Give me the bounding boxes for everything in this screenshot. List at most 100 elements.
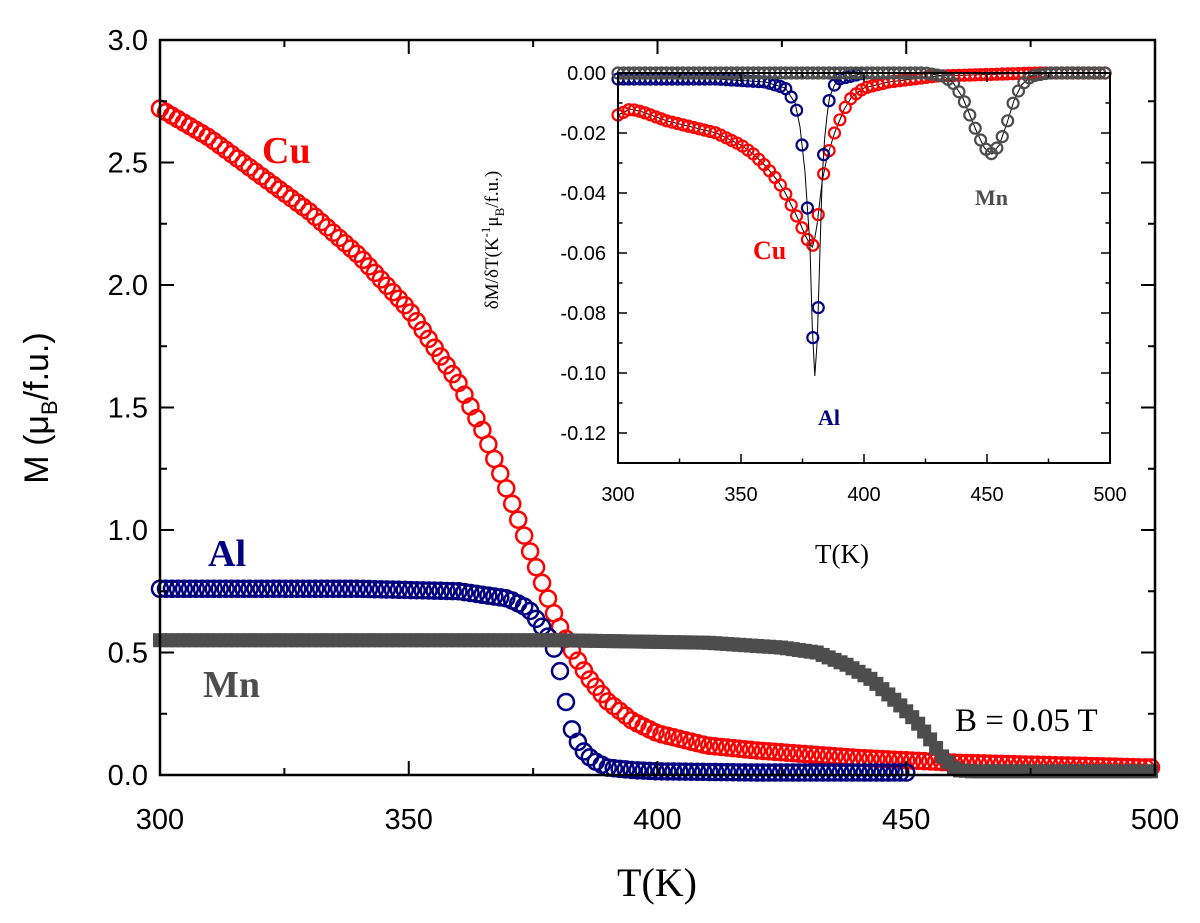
main-data-point — [795, 763, 815, 782]
field-annotation: B = 0.05 T — [955, 703, 1098, 739]
main-data-point — [699, 762, 719, 782]
inset-data-point — [806, 238, 820, 252]
main-data-point — [622, 760, 641, 780]
main-x-tick-label: 300 — [136, 804, 184, 836]
main-data-point — [479, 586, 498, 605]
main-data-point — [783, 763, 803, 782]
inset-data-point — [817, 148, 831, 162]
main-data-point — [467, 584, 486, 604]
main-data-point — [688, 762, 707, 782]
main-data-point — [735, 763, 755, 782]
main-data-point — [413, 581, 432, 600]
main-data-point — [807, 763, 826, 782]
main-data-point — [270, 579, 289, 599]
main-data-point — [885, 763, 904, 782]
main-data-point — [908, 751, 928, 771]
main-data-point — [616, 760, 635, 779]
main-data-point — [568, 651, 588, 670]
main-data-point — [741, 763, 761, 782]
main-data-point — [264, 579, 283, 599]
inset-y-tick-label: -0.02 — [560, 123, 606, 145]
inset-x-tick-label: 500 — [1093, 484, 1126, 506]
main-data-point — [652, 762, 671, 781]
inset-data-point — [963, 108, 977, 122]
main-y-tick-label: 3.0 — [108, 25, 148, 57]
inset-x-tick-label: 450 — [970, 484, 1003, 506]
main-data-point — [670, 762, 689, 781]
main-data-point — [777, 743, 797, 762]
inset-data-point — [833, 113, 847, 127]
main-data-point — [771, 763, 791, 782]
main-data-point — [168, 579, 188, 599]
inset-data-point — [930, 68, 944, 82]
main-x-axis-title: T(K) — [617, 860, 697, 905]
main-data-point — [455, 582, 474, 602]
main-y-tick-label: 0.5 — [108, 638, 148, 670]
main-data-point — [186, 579, 206, 599]
main-data-point — [473, 585, 492, 605]
main-data-point — [276, 579, 295, 599]
main-data-point — [311, 212, 331, 232]
main-data-point — [491, 588, 510, 607]
main-data-point — [359, 579, 379, 599]
inset-data-point — [811, 208, 825, 222]
main-data-point — [891, 763, 910, 782]
main-data-point — [210, 579, 229, 599]
main-data-point — [628, 761, 647, 780]
main-x-tick-label: 450 — [882, 804, 930, 836]
main-data-point — [837, 763, 856, 782]
main-data-point — [873, 763, 892, 782]
inset-x-tick-label: 350 — [724, 484, 757, 506]
main-data-point — [311, 579, 331, 599]
main-axis-ticks: 300 350 400 450 500 0.0 0.5 1.0 1.5 2.0 2.5 3.0 — [108, 25, 1180, 836]
main-data-point — [759, 742, 779, 761]
main-data-point — [783, 743, 803, 763]
main-data-point — [861, 763, 880, 782]
main-data-point — [228, 579, 247, 599]
main-data-point — [377, 580, 397, 599]
inset-y-axis-title: δM/δT(K-1μB/f.u.) — [478, 171, 507, 309]
main-series-mn — [153, 633, 1159, 779]
inset-data-point — [990, 141, 1004, 155]
main-data-point — [353, 579, 373, 599]
inset-x-tick-label: 400 — [847, 484, 880, 506]
main-data-point — [753, 741, 773, 761]
main-data-point — [216, 579, 235, 599]
main-data-point — [789, 744, 809, 763]
main-data-point — [556, 692, 576, 712]
inset-data-point — [779, 187, 793, 201]
main-data-point — [365, 579, 385, 599]
main-data-point — [222, 579, 241, 599]
main-data-point — [443, 581, 462, 601]
main-data-point — [634, 761, 653, 780]
main-chart: 300 350 400 450 500 0.0 0.5 1.0 1.5 2.0 2.5 3.0 T(K… — [18, 25, 1179, 905]
main-data-point — [305, 207, 325, 227]
main-data-point — [723, 738, 743, 758]
main-data-point — [664, 762, 683, 781]
inset-data-point — [827, 126, 842, 140]
main-data-point — [437, 581, 456, 601]
inset-data-point — [800, 201, 815, 215]
inset-data-point — [811, 301, 825, 315]
main-data-point — [717, 738, 737, 757]
main-data-point — [914, 751, 934, 771]
main-data-point — [329, 579, 349, 599]
main-data-point — [389, 580, 409, 600]
main-data-point — [282, 579, 301, 599]
main-data-point — [831, 763, 850, 782]
inset-x-axis-title: T(K) — [815, 539, 869, 569]
main-data-point — [682, 762, 701, 781]
main-data-point — [502, 494, 522, 514]
main-data-point — [801, 745, 820, 764]
main-data-point — [532, 573, 552, 593]
main-x-tick-label: 350 — [385, 804, 433, 836]
main-data-point — [419, 581, 438, 600]
inset-data-point — [822, 93, 836, 108]
inset-data-point — [1006, 96, 1020, 110]
inset-axis-ticks: 300 350 400 450 500 0.00 -0.02 -0.04 -0.06 -0.08 -… — [560, 63, 1126, 506]
main-y-tick-label: 2.0 — [108, 270, 148, 302]
main-data-point — [849, 763, 868, 782]
main-data-point — [234, 579, 253, 599]
main-data-point — [574, 742, 594, 761]
main-y-tick-label: 2.5 — [108, 148, 148, 180]
